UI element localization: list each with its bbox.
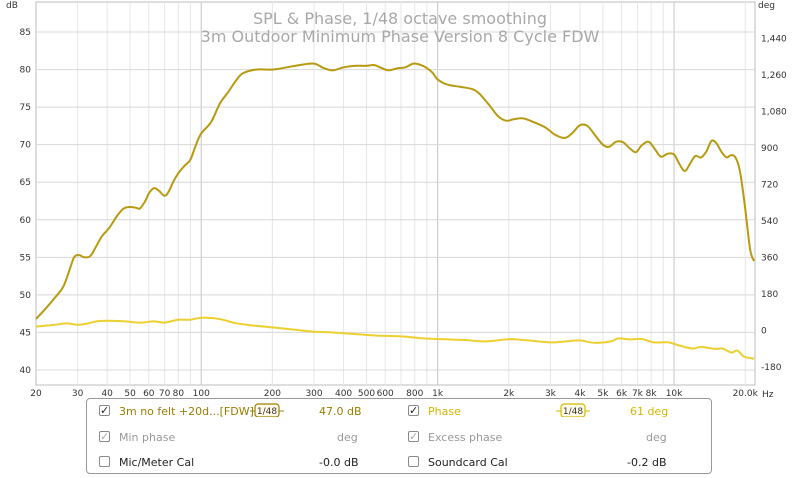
x-tick-label: 300 (305, 389, 322, 398)
y2-tick-label: 1,260 (761, 71, 787, 81)
x-tick-label: 30 (72, 389, 84, 398)
legend-row-minphase: ✓ Min phase deg ✓ Excess phase deg (87, 427, 711, 447)
x-tick-label: 4k (574, 389, 586, 398)
x-tick-label: 1k (432, 389, 444, 398)
y2-tick-label: 900 (761, 144, 778, 154)
x-tick-label: 70 (159, 389, 171, 398)
x-tick-label: 2k (503, 389, 515, 398)
y-tick-label: 85 (20, 28, 31, 38)
mic-cal-value: -0.0 dB (319, 456, 359, 469)
mic-cal-label[interactable]: Mic/Meter Cal (119, 456, 195, 469)
x-tick-label: 600 (377, 389, 394, 398)
soundcard-cal-value: -0.2 dB (627, 456, 667, 469)
y2-tick-label: 540 (761, 217, 778, 227)
legend-panel: ✓ 3m no felt +20d...[FDW] 1/48 47.0 dB ✓… (86, 398, 712, 474)
y2-tick-label: 0 (761, 326, 767, 336)
x-tick-label: 3k (545, 389, 557, 398)
phase-smoothing-control[interactable]: 1/48 (555, 403, 591, 417)
grid (35, 1, 756, 386)
y-tick-label: 40 (20, 366, 32, 376)
spl-smoothing-control[interactable]: 1/48 (249, 403, 285, 417)
y-tick-label: 45 (20, 328, 31, 338)
x-tick-label: 800 (406, 389, 423, 398)
phase-value: 61 deg (630, 405, 669, 418)
y2-tick-label: 360 (761, 253, 778, 263)
y2-tick-label: 720 (761, 180, 778, 190)
x-tick-label: 8k (646, 389, 658, 398)
y-tick-label: 50 (20, 291, 32, 301)
y2-tick-label: 180 (761, 290, 778, 300)
series-layer (35, 62, 756, 360)
x-tick-label: 200 (264, 389, 281, 398)
spl-trace-line (35, 62, 756, 320)
x-tick-label: 60 (143, 389, 155, 398)
y-left-unit: dB (6, 1, 18, 11)
x-tick-label: 20 (30, 389, 42, 398)
spl-smoothing-label: 1/48 (257, 407, 277, 417)
excess-phase-value: deg (646, 431, 667, 444)
plot-frame (35, 1, 756, 386)
y-tick-label: 55 (20, 253, 31, 263)
soundcard-cal-checkbox[interactable] (408, 456, 419, 467)
y-tick-label: 60 (20, 216, 32, 226)
phase-trace-line (35, 316, 755, 360)
x-tick-label: 40 (101, 389, 113, 398)
y-right-ticks: -180 0 180 360 540 720 900 1,080 1,260 1,440 (761, 34, 787, 372)
legend-row-cal: Mic/Meter Cal -0.0 dB Soundcard Cal -0.2… (87, 452, 711, 472)
spl-phase-chart: SPL & Phase, 1/48 octave smoothing 3m Ou… (6, 1, 787, 398)
spl-value: 47.0 dB (319, 405, 362, 418)
x-tick-label: 80 (173, 389, 185, 398)
y-tick-label: 70 (20, 141, 32, 151)
spl-trace-label[interactable]: 3m no felt +20d...[FDW] (119, 405, 254, 418)
min-phase-value: deg (337, 431, 358, 444)
chart-subtitle: 3m Outdoor Minimum Phase Version 8 Cycle… (201, 27, 600, 46)
spl-checkbox[interactable]: ✓ (99, 404, 110, 417)
x-tick-label: 10k (666, 389, 683, 398)
y2-tick-label: 1,080 (761, 107, 787, 117)
phase-trace-label[interactable]: Phase (428, 405, 461, 418)
y-tick-label: 75 (20, 103, 31, 113)
y2-tick-label: 1,440 (761, 34, 787, 44)
min-phase-checkbox[interactable]: ✓ (99, 430, 110, 443)
chart-title: SPL & Phase, 1/48 octave smoothing (253, 9, 547, 28)
x-ticks: 20 30 40 50 60 70 80 100 200 300 400 500 600 800 1k 2k 3… (30, 389, 758, 398)
y-tick-label: 65 (20, 178, 31, 188)
phase-checkbox[interactable]: ✓ (408, 404, 419, 417)
x-tick-label: 50 (124, 389, 136, 398)
x-tick-label: 7k (632, 389, 644, 398)
mic-cal-checkbox[interactable] (99, 456, 110, 467)
x-tick-label: 20.0k (733, 389, 759, 398)
x-tick-label: 100 (193, 389, 210, 398)
soundcard-cal-label[interactable]: Soundcard Cal (428, 456, 508, 469)
min-phase-label[interactable]: Min phase (119, 431, 176, 444)
phase-smoothing-label: 1/48 (563, 407, 583, 417)
excess-phase-checkbox[interactable]: ✓ (408, 430, 419, 443)
x-tick-label: 6k (616, 389, 628, 398)
x-unit: Hz (762, 390, 774, 398)
y-left-ticks: 40 45 50 55 60 65 70 75 80 85 (20, 28, 32, 376)
x-tick-label: 400 (335, 389, 352, 398)
y-right-unit: deg (758, 1, 775, 11)
legend-row-spl: ✓ 3m no felt +20d...[FDW] 1/48 47.0 dB ✓… (87, 401, 711, 421)
y2-tick-label: -180 (761, 363, 782, 373)
x-tick-label: 500 (358, 389, 375, 398)
x-tick-label: 5k (597, 389, 609, 398)
y-tick-label: 80 (20, 66, 32, 76)
excess-phase-label[interactable]: Excess phase (428, 431, 503, 444)
